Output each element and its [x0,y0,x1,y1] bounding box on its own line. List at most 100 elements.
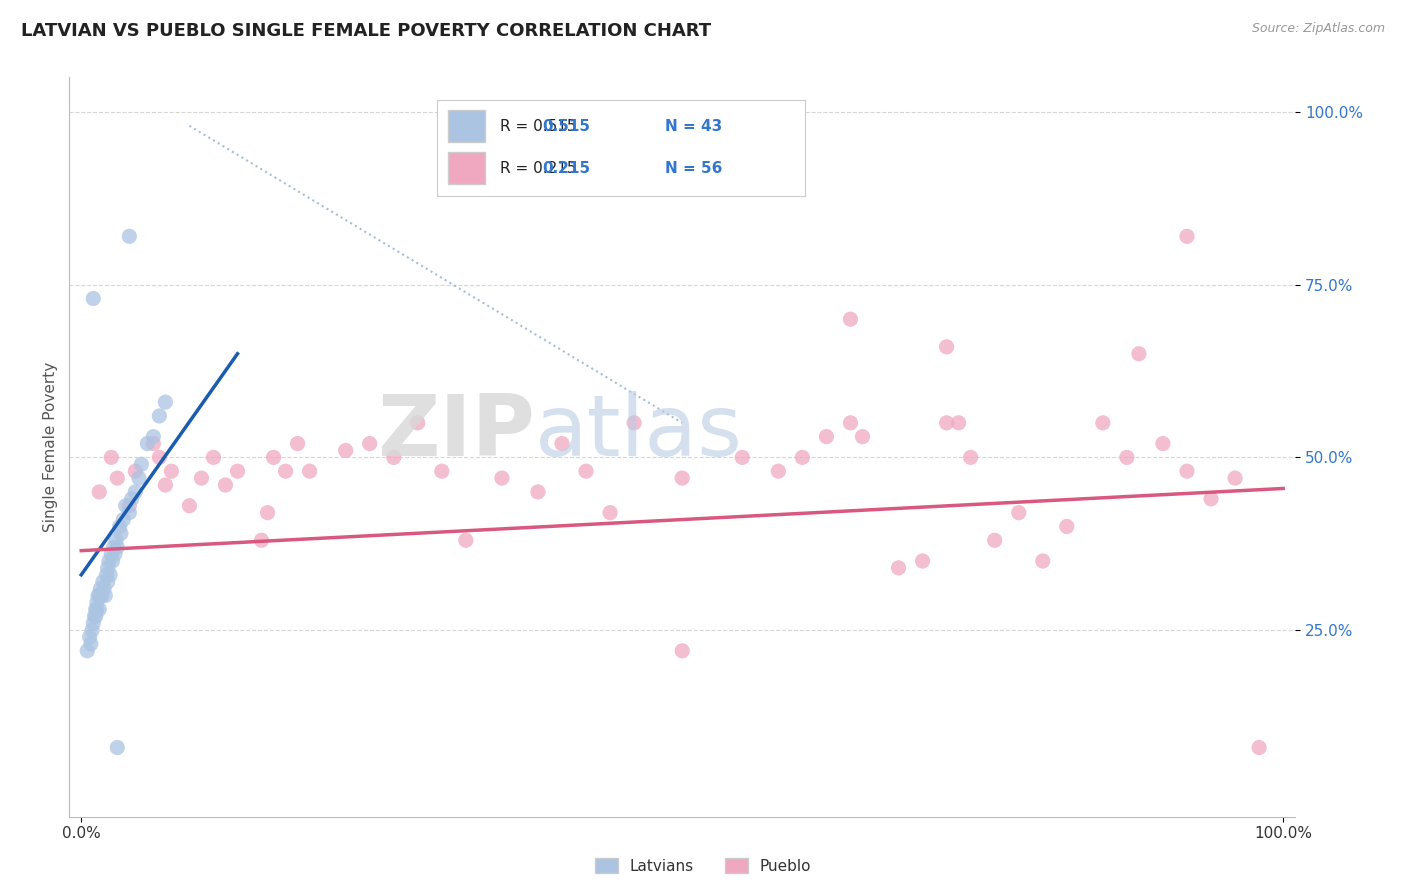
Point [155,395,177,409]
Point [1175,229,1198,244]
Point [731,450,754,465]
Point [124,464,146,478]
Point [202,450,225,465]
Point [110,526,132,541]
Point [86,602,108,616]
Legend: Latvians, Pueblo: Latvians, Pueblo [589,852,817,880]
Text: atlas: atlas [536,391,744,474]
Point [84,602,107,616]
Point [263,450,285,465]
Point [599,506,621,520]
Point [575,464,598,478]
Point [1249,740,1271,755]
Point [89,582,111,596]
Point [491,471,513,485]
Point [671,471,693,485]
Point [87,589,110,603]
Point [190,471,212,485]
Point [114,499,136,513]
Point [142,436,165,450]
Point [148,409,170,423]
Point [100,547,122,561]
Point [839,312,862,326]
Point [82,292,104,306]
Point [112,512,135,526]
Point [89,602,111,616]
Point [105,471,128,485]
Point [104,547,127,561]
Point [89,589,111,603]
Point [105,740,128,755]
Point [623,416,645,430]
Point [359,436,381,450]
Point [179,499,201,513]
Point [90,589,112,603]
Point [551,436,574,450]
Point [1008,506,1031,520]
Point [382,450,405,465]
Point [76,644,98,658]
Point [148,450,170,465]
Point [935,416,957,430]
Point [84,609,107,624]
Point [1091,416,1114,430]
Point [79,630,101,644]
Point [815,430,838,444]
Point [118,499,141,513]
Point [105,533,128,548]
Point [1056,519,1078,533]
Point [93,582,115,596]
Point [298,464,321,478]
Point [128,471,150,485]
Text: LATVIAN VS PUEBLO SINGLE FEMALE POVERTY CORRELATION CHART: LATVIAN VS PUEBLO SINGLE FEMALE POVERTY … [21,22,711,40]
Point [851,430,873,444]
Point [86,595,108,609]
Point [214,478,236,492]
Y-axis label: Single Female Poverty: Single Female Poverty [44,362,58,533]
Text: Source: ZipAtlas.com: Source: ZipAtlas.com [1251,22,1385,36]
Point [160,464,183,478]
Point [80,637,103,651]
Point [131,458,153,472]
Point [911,554,934,568]
Point [136,436,159,450]
Point [100,450,122,465]
Point [80,623,103,637]
Point [935,340,957,354]
Point [105,540,128,554]
Text: ZIP: ZIP [377,391,536,474]
Point [98,567,121,582]
Point [335,443,357,458]
Point [91,574,114,589]
Point [1032,554,1054,568]
Point [1175,464,1198,478]
Point [118,506,141,520]
Point [108,519,131,533]
Point [124,484,146,499]
Point [142,430,165,444]
Point [839,416,862,430]
Point [983,533,1005,548]
Point [1223,471,1246,485]
Point [256,506,278,520]
Point [94,589,117,603]
Point [83,609,105,624]
Point [948,416,970,430]
Point [97,554,120,568]
Point [430,464,453,478]
Point [671,644,693,658]
Point [103,540,125,554]
Point [121,491,143,506]
Point [155,478,177,492]
Point [97,574,120,589]
Point [118,229,141,244]
Point [1115,450,1137,465]
Point [959,450,981,465]
Point [406,416,429,430]
Point [250,533,273,548]
Point [82,616,104,631]
Point [1128,347,1150,361]
Point [96,567,118,582]
Point [792,450,814,465]
Point [274,464,297,478]
